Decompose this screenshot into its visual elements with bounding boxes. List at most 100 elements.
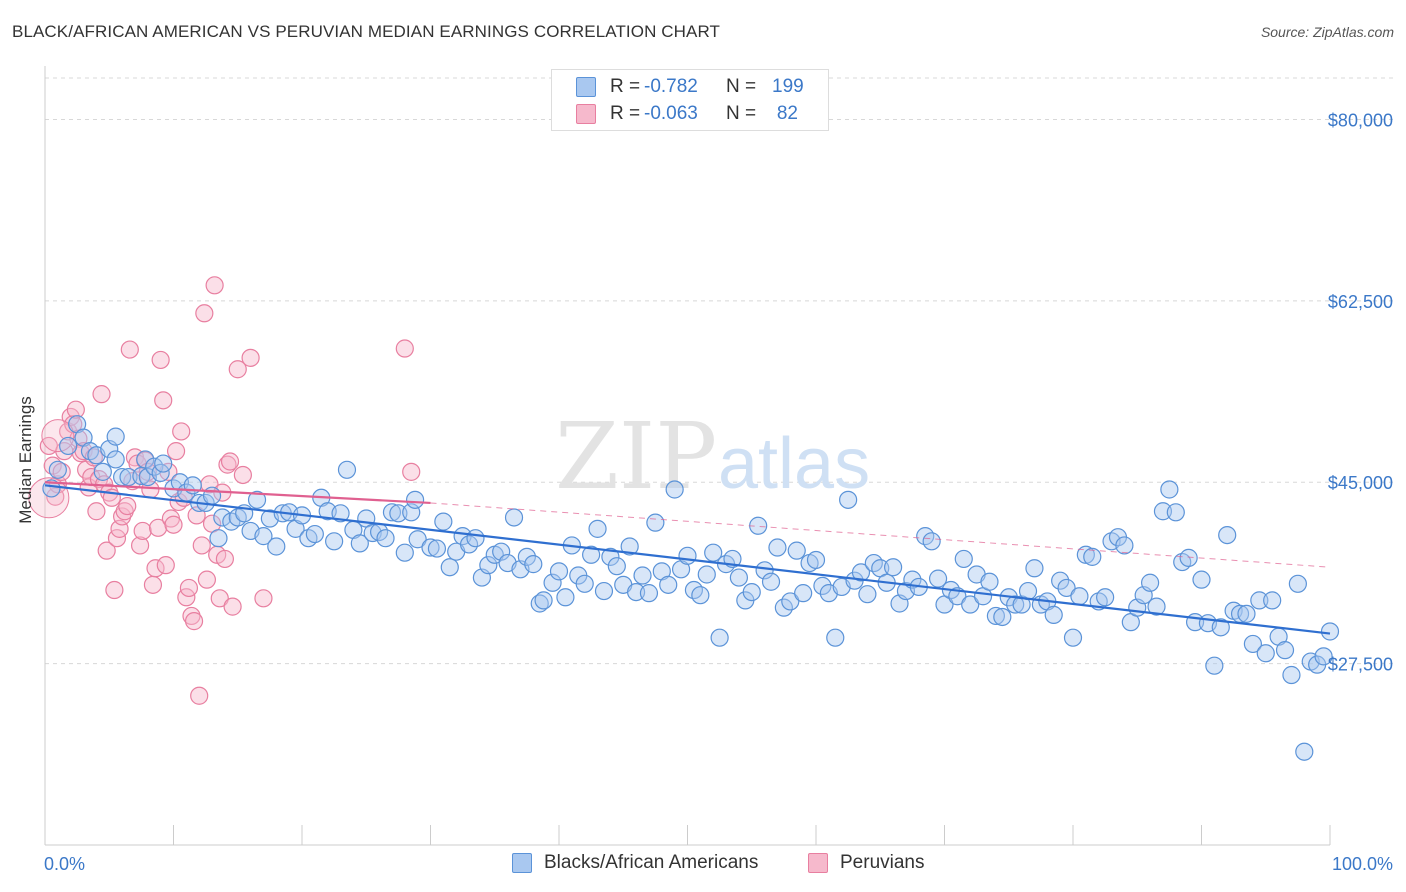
blacks-point — [697, 565, 716, 584]
legend-item-peruvians[interactable]: Peruvians — [808, 852, 925, 874]
blacks-point — [1051, 571, 1070, 590]
peruvians-point — [148, 518, 168, 537]
legend-n-label: N = — [726, 76, 757, 97]
blacks-point — [1250, 591, 1269, 610]
blacks-point — [659, 575, 678, 594]
blacks-point — [851, 563, 871, 582]
blacks-point — [1256, 644, 1275, 663]
y-tick-labels: $27,500 $45,000 $62,500 $80,000 — [1328, 110, 1393, 674]
blacks-point — [1083, 547, 1102, 566]
peruvians-point — [220, 452, 240, 471]
blacks-point — [646, 513, 665, 532]
peruvians-point — [195, 304, 214, 323]
peruvians-point — [133, 521, 152, 541]
blacks-point — [1314, 647, 1333, 666]
blacks-point — [639, 584, 659, 603]
blacks-point — [42, 479, 61, 498]
blacks-point — [1115, 536, 1134, 555]
blacks-point — [517, 547, 536, 566]
peruvians-point — [402, 462, 421, 481]
blacks-point — [154, 454, 173, 473]
peruvians-point — [241, 348, 260, 367]
blacks-point — [524, 555, 543, 574]
blacks-point — [534, 591, 553, 610]
watermark-zip: ZIP — [555, 403, 717, 510]
blacks-point — [787, 541, 806, 560]
blacks-point — [1025, 559, 1044, 578]
peruvians-point — [197, 570, 217, 589]
blacks-point — [858, 585, 877, 604]
blacks-point — [826, 628, 845, 647]
blacks-point — [1006, 595, 1025, 614]
legend-swatch-pink — [576, 104, 596, 124]
blacks-point — [466, 529, 485, 548]
blacks-point — [620, 537, 639, 556]
blacks-point — [980, 572, 999, 591]
peruvians-point — [154, 391, 173, 410]
legend-r-value: -0.063 — [644, 103, 698, 124]
blacks-point — [665, 480, 684, 499]
blacks-point — [254, 527, 273, 546]
watermark: ZIP atlas — [555, 403, 870, 510]
y-tick-label: $62,500 — [1328, 292, 1393, 312]
blacks-point — [1070, 587, 1089, 606]
blacks-point — [1179, 548, 1198, 567]
peruvians-point — [118, 496, 137, 516]
peruvians-point — [182, 606, 201, 626]
peruvians-point — [143, 575, 163, 594]
peruvians-trend-extension — [430, 502, 1331, 568]
blacks-point — [633, 566, 652, 585]
blacks-trend-line — [44, 484, 1331, 635]
blacks-point — [1218, 525, 1237, 545]
legend-label-peruvians: Peruvians — [840, 852, 925, 873]
blacks-point — [119, 467, 138, 487]
blacks-point — [1160, 480, 1179, 499]
peruvians-point — [223, 597, 242, 616]
legend-n-value: 199 — [772, 76, 804, 97]
peruvians-point — [87, 502, 106, 521]
watermark-atlas: atlas — [718, 424, 870, 504]
blacks-point — [691, 586, 710, 605]
blacks-point — [479, 556, 498, 575]
blacks-point — [1263, 591, 1282, 610]
blacks-point — [106, 450, 125, 469]
blacks-point — [768, 538, 787, 557]
blacks-point — [839, 490, 858, 509]
blacks-point — [1320, 622, 1340, 641]
trend-lines — [44, 481, 1331, 635]
legend-row-peruvians: R = -0.063 N = 82 — [576, 102, 798, 126]
blacks-point — [202, 486, 222, 505]
blacks-point — [781, 592, 800, 611]
blacks-point — [601, 547, 620, 566]
blacks-point — [504, 508, 524, 527]
blacks-point — [247, 490, 267, 509]
chart-title: BLACK/AFRICAN AMERICAN VS PERUVIAN MEDIA… — [12, 22, 721, 41]
blacks-point — [986, 606, 1006, 626]
legend-item-blacks[interactable]: Blacks/African Americans — [512, 852, 758, 874]
blacks-point — [106, 427, 125, 446]
blacks-point — [1295, 742, 1314, 761]
blacks-point — [434, 512, 453, 531]
blacks-point — [678, 546, 697, 565]
blacks-point — [1057, 578, 1076, 598]
blacks-point — [337, 460, 357, 479]
peruvians-point — [41, 419, 75, 453]
blacks-point — [594, 581, 614, 601]
blacks-point — [710, 628, 729, 647]
blacks-point — [382, 503, 402, 522]
blacks-point — [492, 542, 511, 561]
peruvians-point — [151, 350, 170, 370]
legend-swatch-blue — [512, 853, 532, 873]
axes — [44, 66, 1331, 846]
blacks-point — [588, 519, 607, 538]
blacks-point — [883, 558, 903, 577]
peruvians-point — [254, 589, 273, 608]
y-axis-label: Median Earnings — [16, 396, 35, 524]
blacks-point — [1147, 597, 1166, 616]
blacks-point — [549, 562, 569, 581]
blacks-point — [350, 534, 369, 553]
legend-n-value: 82 — [776, 103, 798, 124]
blacks-point — [408, 530, 427, 549]
blacks-point — [575, 574, 594, 593]
